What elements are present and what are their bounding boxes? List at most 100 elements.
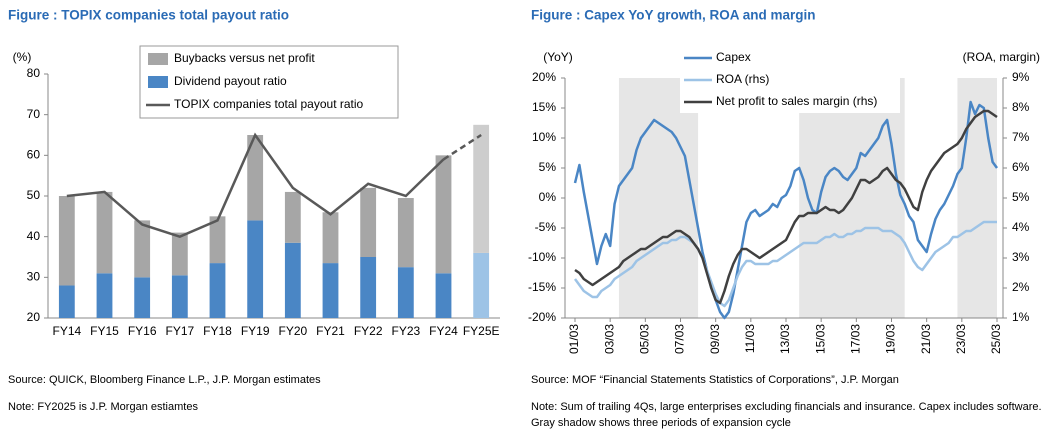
chart-title: Figure : Capex YoY growth, ROA and margi… xyxy=(531,8,816,23)
bar-segment xyxy=(284,242,301,318)
bar-segment xyxy=(435,273,452,318)
bar-segment xyxy=(322,263,339,318)
y2-axis-label: (ROA, margin) xyxy=(963,50,1040,64)
y-tick-label: 10% xyxy=(532,130,556,144)
bar-segment xyxy=(58,196,75,286)
x-tick-label: FY24 xyxy=(429,324,458,338)
x-tick-label: 03/03 xyxy=(602,324,616,354)
bar-segment xyxy=(209,216,226,264)
bar-segment xyxy=(360,187,377,257)
y-axis-label: (%) xyxy=(13,50,32,64)
legend-label: TOPIX companies total payout ratio xyxy=(174,97,364,111)
x-tick-label: FY23 xyxy=(391,324,420,338)
x-tick-label: 05/03 xyxy=(638,324,652,354)
y-tick-label: 40 xyxy=(27,229,41,243)
bar-segment xyxy=(247,220,264,318)
x-tick-label: 17/03 xyxy=(849,324,863,354)
source: Source: QUICK, Bloomberg Finance L.P., J… xyxy=(8,374,321,386)
line-series xyxy=(573,100,999,320)
legend-box xyxy=(680,47,900,113)
line-series xyxy=(574,109,998,305)
y-tick-label: 15% xyxy=(532,100,556,114)
shaded-period xyxy=(618,78,699,318)
bar-segment xyxy=(134,277,151,318)
bar-segment xyxy=(435,155,452,274)
x-tick-label: FY17 xyxy=(165,324,194,338)
source: Source: MOF “Financial Statements Statis… xyxy=(531,374,899,386)
legend-label: Dividend payout ratio xyxy=(174,74,287,88)
x-tick-label: 09/03 xyxy=(708,324,722,354)
y2-tick-label: 5% xyxy=(1012,190,1030,204)
bar-segment xyxy=(171,275,188,318)
x-tick-label: FY19 xyxy=(241,324,270,338)
y2-tick-label: 8% xyxy=(1012,100,1030,114)
legend-label: Capex xyxy=(716,50,751,64)
line-series xyxy=(442,133,482,161)
chart-title: Figure : TOPIX companies total payout ra… xyxy=(8,8,289,23)
bar-segment xyxy=(360,257,377,318)
legend-label: ROA (rhs) xyxy=(716,72,769,86)
bar-segment xyxy=(247,135,264,221)
x-tick-label: FY20 xyxy=(278,324,307,338)
line-series xyxy=(66,132,445,239)
x-tick-label: 07/03 xyxy=(673,324,687,354)
y2-tick-label: 6% xyxy=(1012,160,1030,174)
legend-swatch xyxy=(148,76,168,88)
y2-tick-label: 2% xyxy=(1012,280,1030,294)
x-tick-label: FY25E xyxy=(463,324,500,338)
bar-segment xyxy=(58,285,75,318)
y-axis-label: (YoY) xyxy=(543,50,573,64)
y-tick-label: -10% xyxy=(528,250,556,264)
y-tick-label: 70 xyxy=(27,107,41,121)
y-tick-label: 0% xyxy=(539,190,557,204)
y2-tick-label: 9% xyxy=(1012,70,1030,84)
bar-segment xyxy=(171,232,188,276)
note: Gray shadow shows three periods of expan… xyxy=(531,417,791,429)
legend-swatch xyxy=(148,53,168,65)
x-tick-label: 01/03 xyxy=(567,324,581,354)
bar-segment xyxy=(209,263,226,318)
y-tick-label: 30 xyxy=(27,270,41,284)
bar-segment xyxy=(96,191,113,274)
y-tick-label: 60 xyxy=(27,148,41,162)
bar-segment xyxy=(284,191,301,243)
x-tick-label: 13/03 xyxy=(778,324,792,354)
bar-segment xyxy=(96,273,113,318)
y2-tick-label: 7% xyxy=(1012,130,1030,144)
x-tick-label: FY14 xyxy=(52,324,81,338)
bar-segment xyxy=(473,252,490,318)
x-tick-label: 21/03 xyxy=(919,324,933,354)
bar-segment xyxy=(397,198,414,268)
y-tick-label: -5% xyxy=(535,220,557,234)
x-tick-label: 11/03 xyxy=(743,324,757,353)
x-tick-label: FY21 xyxy=(316,324,345,338)
legend-label: Buybacks versus net profit xyxy=(174,51,315,65)
x-tick-label: 25/03 xyxy=(989,324,1003,354)
y-tick-label: -15% xyxy=(528,280,556,294)
bar-segment xyxy=(397,267,414,318)
y-tick-label: 50 xyxy=(27,188,41,202)
bar-segment xyxy=(473,124,490,253)
x-tick-label: FY18 xyxy=(203,324,232,338)
x-tick-label: 19/03 xyxy=(884,324,898,354)
bar-segment xyxy=(322,212,339,264)
x-tick-label: 23/03 xyxy=(954,324,968,354)
y2-tick-label: 4% xyxy=(1012,220,1030,234)
y-tick-label: 20 xyxy=(27,310,41,324)
bar-segment xyxy=(134,220,151,278)
legend-box xyxy=(139,45,399,119)
shaded-period xyxy=(957,78,997,318)
y-tick-label: 20% xyxy=(532,70,556,84)
y2-tick-label: 1% xyxy=(1012,310,1030,324)
y-tick-label: 5% xyxy=(539,160,557,174)
line-series xyxy=(573,220,997,308)
note: Note: FY2025 is J.P. Morgan estiamtes xyxy=(8,401,198,413)
x-tick-label: FY16 xyxy=(128,324,157,338)
y2-tick-label: 3% xyxy=(1012,250,1030,264)
y-tick-label: 80 xyxy=(27,66,41,80)
legend-label: Net profit to sales margin (rhs) xyxy=(716,94,877,108)
y-tick-label: -20% xyxy=(528,310,556,324)
x-tick-label: 15/03 xyxy=(813,324,827,354)
x-tick-label: FY22 xyxy=(354,324,383,338)
